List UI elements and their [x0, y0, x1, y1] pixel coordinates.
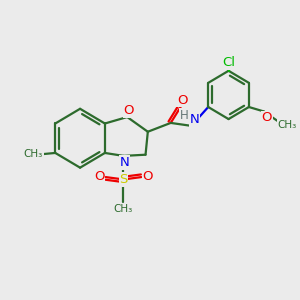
- Text: CH₃: CH₃: [114, 204, 133, 214]
- Text: CH₃: CH₃: [278, 120, 297, 130]
- Text: CH₃: CH₃: [24, 149, 43, 159]
- Text: O: O: [142, 170, 153, 183]
- Text: O: O: [94, 170, 105, 183]
- Text: O: O: [261, 111, 272, 124]
- Text: O: O: [177, 94, 188, 107]
- Text: Cl: Cl: [222, 56, 235, 69]
- Text: S: S: [119, 173, 128, 186]
- Text: O: O: [123, 104, 134, 117]
- Text: H: H: [180, 109, 189, 122]
- Text: N: N: [120, 156, 130, 169]
- Text: N: N: [190, 113, 200, 126]
